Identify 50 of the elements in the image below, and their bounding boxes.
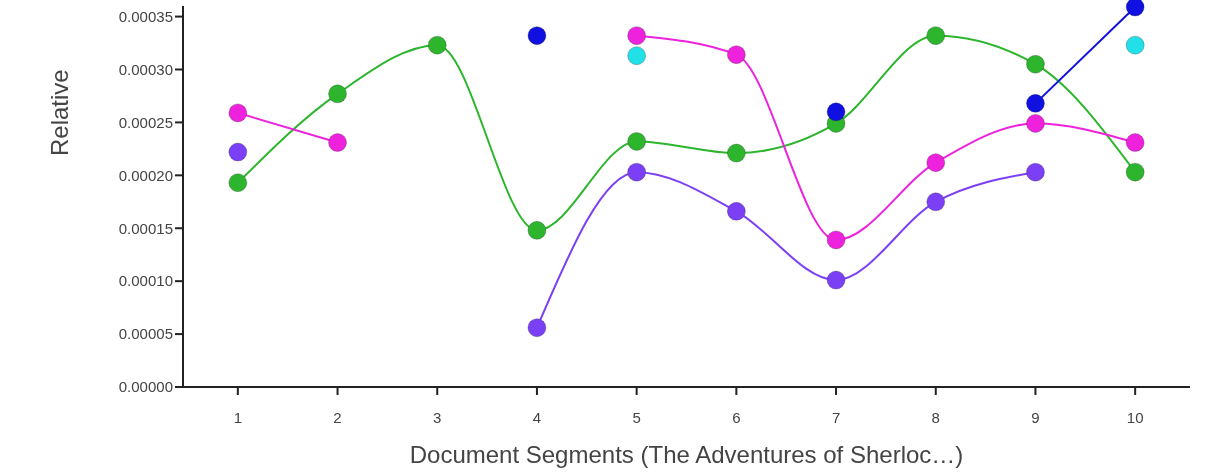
point [527,318,547,337]
point [228,103,248,123]
point [727,202,746,221]
x-tick-label: 5 [632,409,641,426]
point [627,132,646,151]
point [527,26,547,45]
point [328,84,347,104]
point [1125,0,1145,17]
point [1026,54,1045,74]
y-tick-label: 0.00015 [118,219,173,237]
point [527,221,547,240]
x-tick-label: 8 [931,409,940,426]
point [727,45,746,64]
point [826,102,846,122]
x-tick-label: 10 [1126,409,1144,426]
point [727,143,746,163]
point [1026,162,1045,182]
y-tick-label: 0.00025 [118,113,173,131]
point [926,26,946,45]
x-tick-label: 7 [831,409,841,426]
y-tick-label: 0.00010 [118,272,173,290]
point [328,133,347,152]
y-axis-title: Relative [46,69,73,157]
point [627,46,646,65]
point [826,270,846,290]
x-axis-title: Document Segments (The Adventures of Sherloc…) [409,441,964,468]
point [1026,114,1045,133]
point [228,142,248,162]
x-tick-label: 1 [233,409,243,426]
point [1125,133,1145,152]
x-tick-label: 2 [333,409,342,426]
y-tick-label: 0.00005 [118,325,173,343]
x-tick-label: 3 [433,409,442,426]
point [1125,35,1145,55]
point [826,230,846,250]
point [1125,162,1145,182]
y-tick-label: 0.00035 [118,7,173,25]
x-tick-label: 9 [1031,409,1040,426]
point [427,35,447,55]
point [627,162,646,182]
point [228,173,248,192]
y-tick-label: 0.00020 [118,166,173,184]
point [926,153,946,172]
y-tick-label: 0.00000 [118,378,173,396]
y-tick-label: 0.00030 [118,60,173,78]
x-tick-label: 6 [732,409,741,426]
point [926,192,946,212]
x-tick-label: 4 [532,409,542,426]
point [1026,94,1045,113]
point [627,26,646,45]
